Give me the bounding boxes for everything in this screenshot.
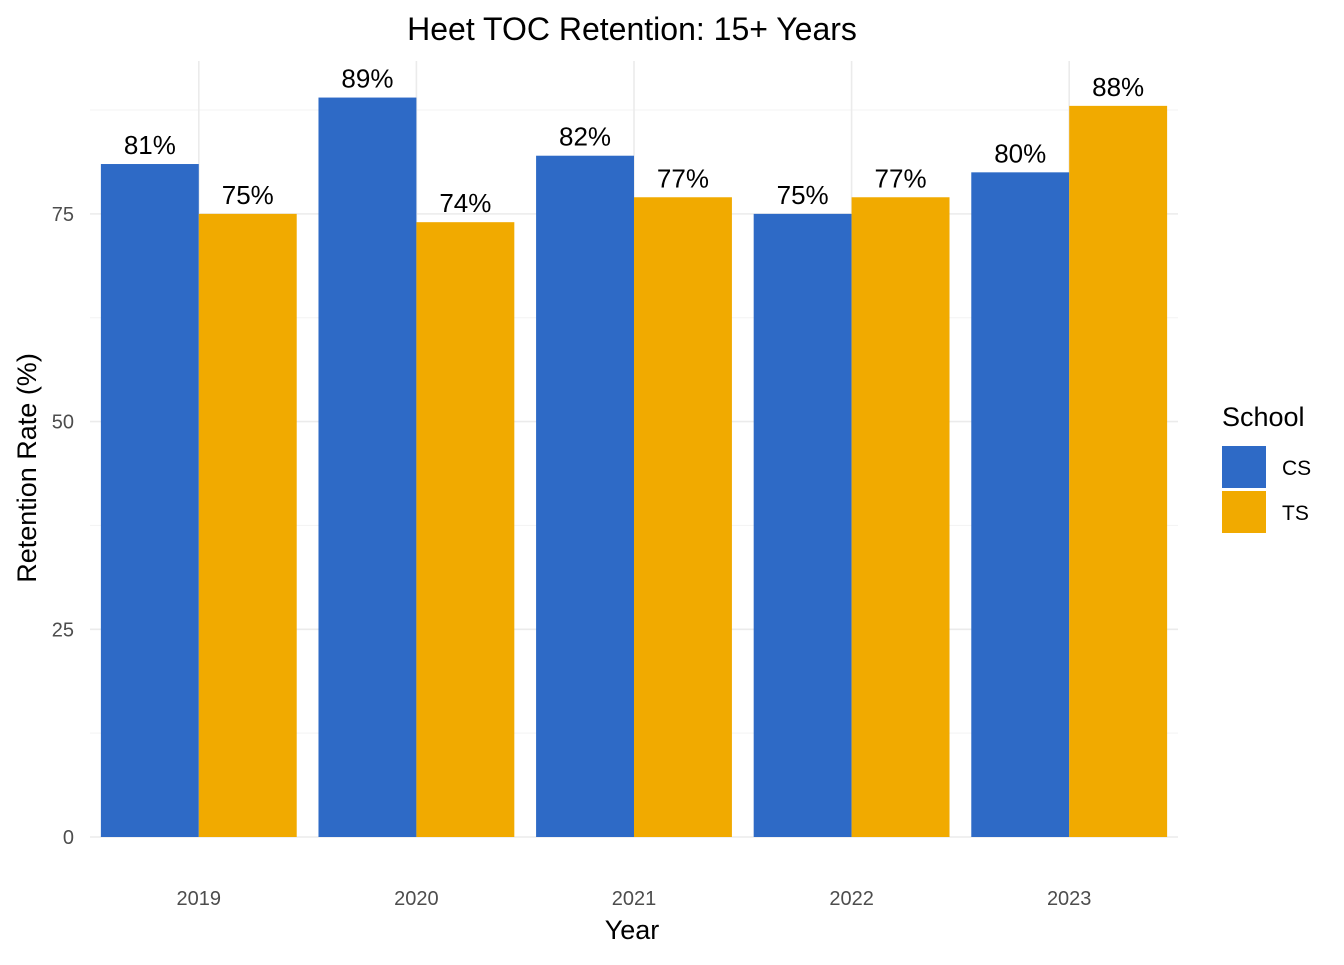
legend-key-ts (1222, 491, 1266, 533)
bar-cs-2020 (318, 97, 417, 837)
bar-ts-2019 (198, 213, 297, 837)
y-axis-title: Retention Rate (%) (12, 353, 42, 583)
bar-cs-2023 (971, 172, 1070, 837)
x-tick-label: 2019 (177, 888, 222, 910)
y-axis-ticks: 0 25 50 75 (52, 204, 74, 849)
x-axis-title: Year (605, 915, 660, 945)
legend-items: CS TS (1222, 446, 1311, 533)
data-label-ts-2020: 74% (439, 188, 491, 218)
bar-cs-2019 (100, 164, 199, 837)
x-tick-label: 2022 (829, 888, 874, 910)
y-tick-label: 0 (63, 827, 74, 849)
legend-label-ts: TS (1282, 502, 1309, 525)
data-label-cs-2019: 81% (124, 130, 176, 160)
legend-title: School (1222, 402, 1305, 432)
bar-ts-2022 (851, 197, 950, 837)
legend-key-cs (1222, 446, 1266, 488)
bar-ts-2021 (634, 197, 732, 837)
bars (100, 97, 1168, 837)
data-label-ts-2023: 88% (1092, 72, 1144, 102)
bar-cs-2021 (536, 155, 634, 837)
y-tick-label: 75 (52, 204, 74, 226)
bar-ts-2023 (1069, 105, 1168, 837)
data-label-ts-2021: 77% (657, 163, 709, 193)
data-label-cs-2021: 82% (559, 122, 611, 152)
data-label-cs-2020: 89% (341, 64, 393, 94)
data-label-ts-2022: 77% (875, 163, 927, 193)
data-labels: 81% 75% 89% 74% 82% 77% 75% 77% 80% 88% (124, 64, 1144, 219)
data-label-cs-2023: 80% (994, 138, 1046, 168)
y-tick-label: 25 (52, 619, 74, 641)
x-axis-ticks: 2019 2020 2021 2022 2023 (177, 888, 1092, 910)
data-label-ts-2019: 75% (222, 180, 274, 210)
y-tick-label: 50 (52, 412, 74, 434)
x-tick-label: 2021 (612, 888, 657, 910)
bar-ts-2020 (416, 222, 515, 837)
legend-label-cs: CS (1282, 457, 1311, 480)
data-label-cs-2022: 75% (777, 180, 829, 210)
chart-title: Heet TOC Retention: 15+ Years (407, 11, 857, 47)
x-tick-label: 2020 (394, 888, 439, 910)
legend: School CS TS (1222, 402, 1311, 533)
x-tick-label: 2023 (1047, 888, 1092, 910)
bar-cs-2022 (753, 213, 852, 837)
